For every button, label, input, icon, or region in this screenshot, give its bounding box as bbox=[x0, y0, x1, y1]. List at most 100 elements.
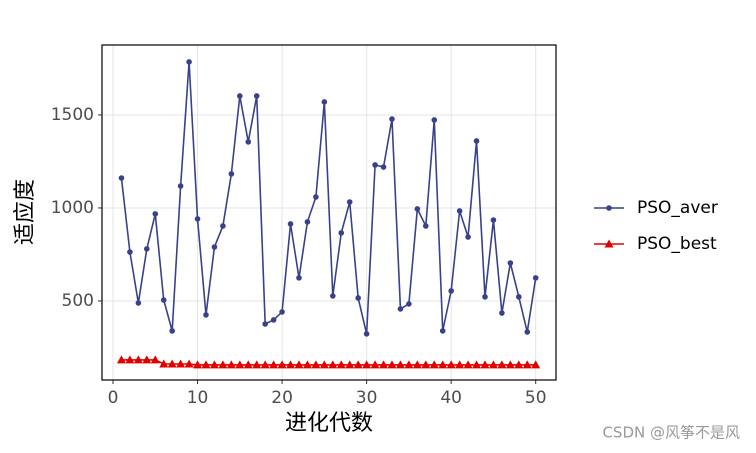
data-point bbox=[490, 217, 497, 223]
data-point bbox=[524, 329, 531, 335]
data-point bbox=[355, 295, 361, 301]
x-tick-label: 10 bbox=[187, 388, 209, 408]
data-point bbox=[472, 360, 482, 369]
data-point bbox=[412, 360, 422, 369]
data-point bbox=[480, 360, 490, 369]
data-point bbox=[395, 360, 405, 369]
data-point bbox=[118, 175, 125, 181]
legend-marker bbox=[606, 205, 612, 211]
data-point bbox=[311, 360, 321, 369]
data-point bbox=[473, 138, 480, 144]
data-point bbox=[277, 360, 287, 369]
data-point bbox=[144, 246, 150, 252]
data-point bbox=[177, 183, 184, 189]
series-line bbox=[121, 359, 536, 366]
data-point bbox=[362, 360, 372, 369]
data-point bbox=[243, 360, 253, 369]
data-point bbox=[455, 360, 465, 369]
data-point bbox=[142, 355, 152, 364]
data-point bbox=[363, 331, 370, 337]
data-point bbox=[304, 219, 311, 225]
data-point bbox=[127, 249, 133, 255]
data-point bbox=[380, 164, 387, 170]
data-point bbox=[414, 206, 421, 212]
data-point bbox=[116, 355, 126, 364]
data-point bbox=[465, 234, 471, 240]
data-point bbox=[404, 360, 414, 369]
data-point bbox=[522, 360, 532, 369]
data-point bbox=[439, 328, 446, 334]
data-point bbox=[406, 301, 412, 307]
data-point bbox=[328, 360, 338, 369]
x-tick-label: 30 bbox=[356, 388, 378, 408]
data-point bbox=[150, 355, 160, 364]
watermark: CSDN @风筝不是风 bbox=[602, 424, 740, 442]
x-tick-label: 0 bbox=[108, 388, 119, 408]
data-point bbox=[372, 162, 378, 168]
data-point bbox=[507, 260, 514, 266]
data-point bbox=[218, 360, 228, 369]
data-point bbox=[438, 360, 448, 369]
data-point bbox=[330, 293, 336, 299]
legend-label: PSO_aver bbox=[637, 198, 718, 218]
data-point bbox=[160, 297, 167, 303]
data-point bbox=[345, 360, 355, 369]
data-point bbox=[482, 294, 488, 300]
data-point bbox=[387, 360, 397, 369]
data-point bbox=[456, 208, 463, 214]
x-axis-title: 进化代数 bbox=[285, 411, 373, 436]
data-point bbox=[253, 93, 260, 99]
data-point bbox=[423, 223, 429, 229]
y-tick-label: 1500 bbox=[51, 105, 94, 125]
y-tick-label: 500 bbox=[62, 291, 94, 311]
data-point bbox=[321, 99, 328, 105]
data-point bbox=[421, 360, 431, 369]
data-point bbox=[389, 116, 395, 122]
data-point bbox=[429, 360, 439, 369]
data-point bbox=[514, 360, 524, 369]
data-point bbox=[488, 360, 498, 369]
data-point bbox=[497, 360, 507, 369]
data-point bbox=[135, 300, 142, 306]
data-point bbox=[270, 317, 277, 323]
data-point bbox=[346, 199, 353, 205]
data-point bbox=[252, 360, 262, 369]
data-point bbox=[152, 211, 159, 217]
data-point bbox=[193, 360, 203, 369]
data-point bbox=[186, 59, 192, 65]
plot-frame bbox=[101, 44, 557, 381]
data-point bbox=[245, 139, 252, 145]
data-point bbox=[313, 194, 319, 200]
data-point bbox=[125, 355, 135, 364]
data-point bbox=[194, 216, 201, 222]
data-point bbox=[505, 360, 515, 369]
data-point bbox=[516, 294, 522, 300]
series-line bbox=[120, 61, 537, 335]
data-point bbox=[201, 360, 211, 369]
data-point bbox=[499, 310, 505, 316]
data-point bbox=[531, 360, 541, 369]
data-point bbox=[296, 275, 302, 281]
data-point bbox=[463, 360, 473, 369]
data-point bbox=[319, 360, 329, 369]
data-point bbox=[262, 321, 268, 327]
data-point bbox=[370, 360, 380, 369]
data-point bbox=[397, 306, 404, 312]
legend-label: PSO_best bbox=[637, 234, 717, 254]
legend-marker bbox=[604, 239, 614, 248]
data-point bbox=[133, 355, 143, 364]
data-point bbox=[226, 360, 236, 369]
data-point bbox=[184, 359, 194, 368]
y-axis-title: 适应度 bbox=[13, 179, 38, 245]
data-point bbox=[269, 360, 279, 369]
data-point bbox=[353, 360, 363, 369]
x-tick-label: 50 bbox=[525, 388, 547, 408]
data-point bbox=[446, 360, 456, 369]
data-point bbox=[336, 360, 346, 369]
data-point bbox=[279, 309, 285, 315]
data-point bbox=[287, 221, 294, 227]
data-point bbox=[302, 360, 312, 369]
data-point bbox=[235, 360, 245, 369]
data-point bbox=[167, 359, 177, 368]
